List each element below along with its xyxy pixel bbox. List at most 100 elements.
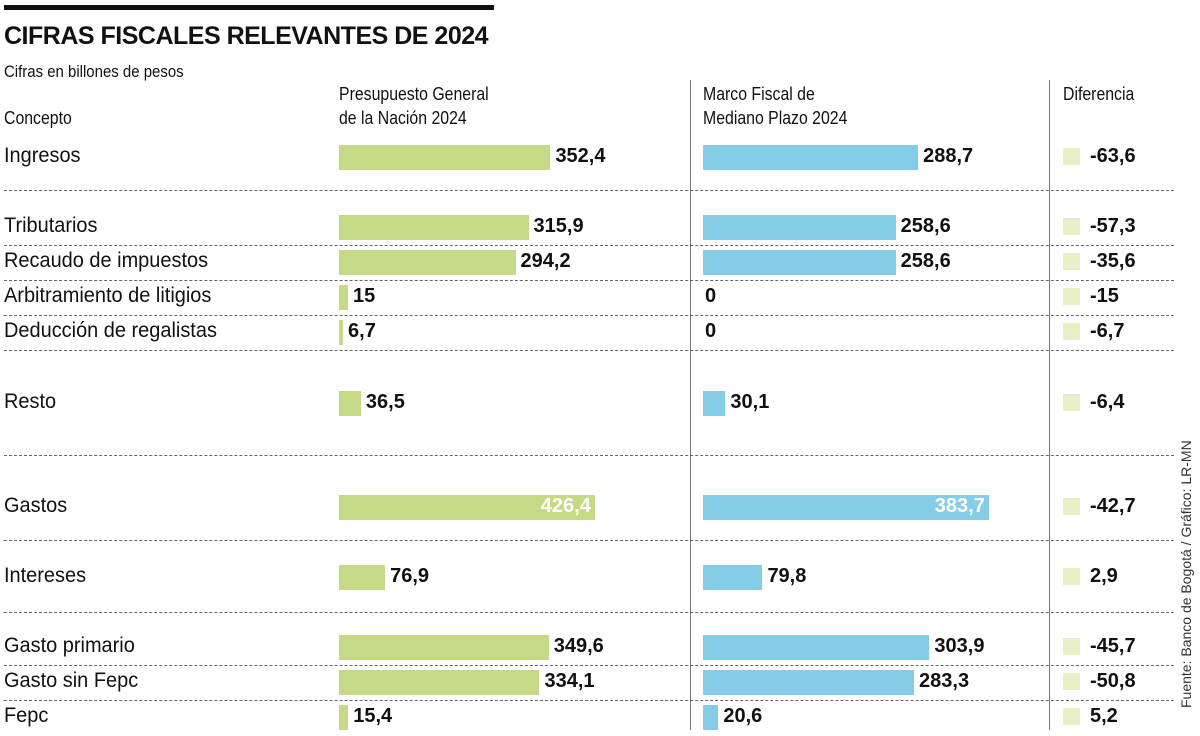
mfmp-bar [703, 495, 989, 520]
diff-value-label: -57,3 [1090, 215, 1136, 237]
pgn-bar [339, 215, 529, 240]
mfmp-bar [703, 145, 919, 170]
source-note: Fuente: Banco de Bogotá / Gráfico: LR-MN [1178, 440, 1194, 708]
diff-marker [1063, 288, 1080, 305]
pgn-value-label: 36,5 [365, 391, 405, 413]
row-separator [4, 612, 1174, 613]
mfmp-value-label: 288,7 [923, 145, 974, 167]
pgn-value-label: 294,2 [520, 250, 571, 272]
diff-value-label: -63,6 [1090, 145, 1136, 167]
pgn-value-label: 15,4 [353, 705, 393, 727]
mfmp-value-label: 79,8 [767, 565, 807, 587]
column-divider [690, 80, 691, 730]
pgn-value-label: 426,4 [540, 495, 591, 517]
chart-title: CIFRAS FISCALES RELEVANTES DE 2024 [4, 22, 489, 50]
row-label: Gastos [4, 494, 68, 517]
row-separator [4, 315, 1174, 316]
diff-value-label: -45,7 [1090, 635, 1136, 657]
pgn-header-line1: Presupuesto General [339, 84, 489, 104]
pgn-bar [339, 705, 349, 730]
pgn-value-label: 352,4 [555, 145, 606, 167]
mfmp-header-line2: Mediano Plazo 2024 [703, 108, 848, 128]
pgn-value-label: 349,6 [553, 635, 604, 657]
diff-value-label: -15 [1090, 285, 1119, 307]
mfmp-header: Marco Fiscal de Mediano Plazo 2024 [703, 82, 847, 130]
diff-value-label: -6,7 [1090, 320, 1125, 342]
row-label: Ingresos [4, 144, 81, 167]
row-separator [4, 665, 1174, 666]
mfmp-bar [703, 391, 726, 416]
pgn-value-label: 76,9 [390, 565, 430, 587]
row-label: Arbitramiento de litigios [4, 284, 212, 307]
diff-marker [1063, 148, 1080, 165]
diff-marker [1063, 323, 1080, 340]
mfmp-value-label: 0 [705, 320, 717, 342]
pgn-value-label: 6,7 [348, 320, 376, 342]
top-rule [4, 5, 494, 10]
mfmp-value-label: 0 [705, 285, 717, 307]
pgn-header-line2: de la Nación 2024 [339, 108, 467, 128]
diff-value-label: -42,7 [1090, 495, 1136, 517]
row-separator [4, 245, 1174, 246]
diff-header: Diferencia [1063, 84, 1135, 104]
mfmp-bar [703, 250, 896, 275]
mfmp-value-label: 30,1 [730, 391, 770, 413]
diff-marker [1063, 218, 1080, 235]
diff-marker [1063, 394, 1080, 411]
row-label: Intereses [4, 564, 87, 587]
concept-header: Concepto [4, 108, 72, 128]
row-label: Gasto sin Fepc [4, 669, 139, 692]
mfmp-bar [703, 565, 763, 590]
row-separator [4, 280, 1174, 281]
row-separator [4, 700, 1174, 701]
pgn-bar [339, 670, 540, 695]
row-separator [4, 190, 1174, 191]
mfmp-value-label: 258,6 [900, 250, 951, 272]
row-label: Resto [4, 390, 57, 413]
row-label: Recaudo de impuestos [4, 249, 209, 272]
mfmp-bar [703, 635, 930, 660]
pgn-bar [339, 250, 516, 275]
diff-marker [1063, 673, 1080, 690]
pgn-bar [339, 285, 348, 310]
pgn-value-label: 315,9 [533, 215, 584, 237]
mfmp-bar [703, 215, 896, 240]
mfmp-bar [703, 705, 719, 730]
mfmp-value-label: 20,6 [723, 705, 763, 727]
row-separator [4, 455, 1174, 456]
column-divider [1049, 80, 1050, 730]
pgn-bar [339, 145, 551, 170]
diff-value-label: 5,2 [1090, 705, 1118, 727]
row-label: Gasto primario [4, 634, 135, 657]
row-separator [4, 540, 1174, 541]
pgn-bar [339, 565, 386, 590]
row-label: Deducción de regalistas [4, 319, 217, 342]
pgn-value-label: 334,1 [544, 670, 595, 692]
diff-value-label: -35,6 [1090, 250, 1136, 272]
row-separator [4, 350, 1174, 351]
diff-marker [1063, 253, 1080, 270]
diff-value-label: -6,4 [1090, 391, 1125, 413]
diff-value-label: 2,9 [1090, 565, 1118, 587]
mfmp-value-label: 283,3 [919, 670, 970, 692]
row-label: Fepc [4, 704, 49, 727]
pgn-bar [339, 320, 344, 345]
pgn-header: Presupuesto General de la Nación 2024 [339, 82, 489, 130]
diff-value-label: -50,8 [1090, 670, 1136, 692]
mfmp-value-label: 383,7 [934, 495, 985, 517]
mfmp-bar [703, 670, 915, 695]
mfmp-value-label: 303,9 [934, 635, 985, 657]
pgn-bar [339, 495, 595, 520]
pgn-value-label: 15 [353, 285, 376, 307]
diff-marker [1063, 708, 1080, 725]
diff-marker [1063, 568, 1080, 585]
row-label: Tributarios [4, 214, 98, 237]
pgn-bar [339, 635, 549, 660]
pgn-bar [339, 391, 361, 416]
mfmp-value-label: 258,6 [900, 215, 951, 237]
diff-marker [1063, 638, 1080, 655]
diff-marker [1063, 498, 1080, 515]
chart-subtitle: Cifras en billones de pesos [4, 62, 184, 81]
mfmp-header-line1: Marco Fiscal de [703, 84, 815, 104]
